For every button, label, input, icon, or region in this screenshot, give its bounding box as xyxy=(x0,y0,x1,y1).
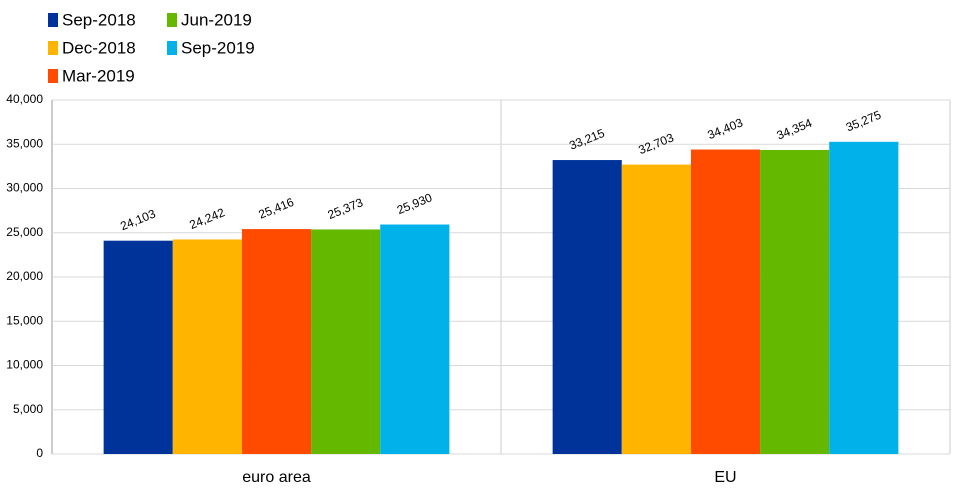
bar xyxy=(829,141,899,454)
y-tick-label: 5,000 xyxy=(13,402,43,416)
bar xyxy=(552,160,622,455)
data-label: 32,703 xyxy=(636,130,676,157)
data-label: 34,354 xyxy=(775,116,815,143)
data-label: 25,373 xyxy=(326,195,366,222)
data-label: 33,215 xyxy=(567,126,607,153)
legend-label: Jun-2019 xyxy=(181,10,252,29)
bar xyxy=(241,229,312,454)
data-label: 35,275 xyxy=(844,108,884,135)
y-tick-label: 35,000 xyxy=(6,136,43,150)
y-tick-label: 40,000 xyxy=(6,92,43,106)
legend-label: Mar-2019 xyxy=(62,66,135,85)
y-tick-label: 25,000 xyxy=(6,225,43,239)
y-tick-label: 15,000 xyxy=(6,313,43,327)
bar xyxy=(172,239,242,454)
legend-label: Sep-2018 xyxy=(62,10,136,29)
bar xyxy=(311,229,381,454)
legend-label: Sep-2019 xyxy=(181,38,255,57)
data-label: 25,416 xyxy=(257,195,297,222)
y-tick-label: 0 xyxy=(36,446,43,460)
bar xyxy=(380,224,450,454)
legend-swatch xyxy=(48,69,58,83)
data-label: 24,103 xyxy=(118,206,158,233)
legend-label: Dec-2018 xyxy=(62,38,136,57)
legend-swatch xyxy=(48,13,58,27)
y-tick-label: 20,000 xyxy=(6,269,43,283)
x-tick-label: EU xyxy=(714,469,736,486)
data-label: 24,242 xyxy=(187,205,227,232)
data-label: 25,930 xyxy=(395,190,435,217)
bar xyxy=(103,240,173,454)
y-tick-label: 30,000 xyxy=(6,181,43,195)
bar xyxy=(760,149,830,454)
data-label: 34,403 xyxy=(706,115,746,142)
legend-swatch xyxy=(48,41,58,55)
y-tick-label: 10,000 xyxy=(6,358,43,372)
bar xyxy=(621,164,691,455)
legend-swatch xyxy=(167,41,177,55)
legend-swatch xyxy=(167,13,177,27)
x-tick-label: euro area xyxy=(242,469,311,486)
bar xyxy=(690,149,761,454)
